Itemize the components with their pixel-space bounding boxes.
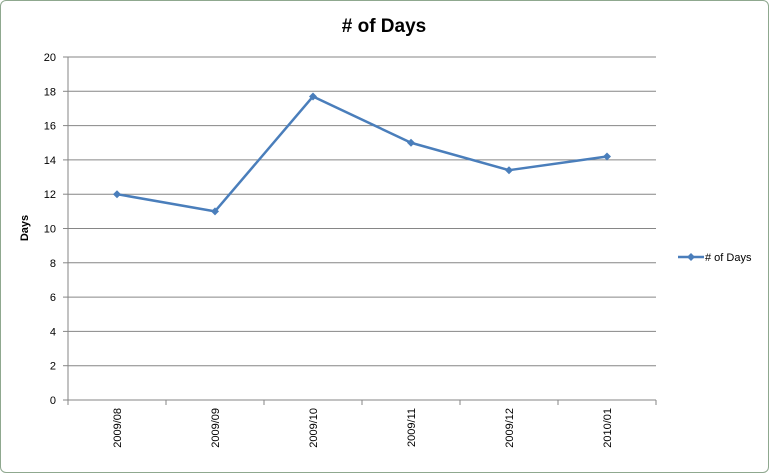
legend: # of Days bbox=[678, 252, 752, 264]
x-tick-label: 2009/09 bbox=[210, 408, 222, 448]
legend-label: # of Days bbox=[705, 252, 752, 264]
chart-title: # of Days bbox=[342, 16, 426, 37]
data-point bbox=[309, 92, 317, 101]
data-point bbox=[603, 152, 611, 161]
x-tick-label: 2009/12 bbox=[504, 408, 516, 448]
data-point bbox=[113, 190, 121, 199]
y-tick-label: 14 bbox=[44, 155, 56, 167]
y-tick-label: 12 bbox=[44, 189, 56, 201]
gridlines bbox=[63, 56, 656, 401]
y-tick-label: 10 bbox=[44, 224, 56, 236]
y-tick-label: 20 bbox=[44, 52, 56, 64]
x-tick-label: 2010/01 bbox=[602, 408, 614, 448]
y-tick-label: 4 bbox=[50, 326, 56, 338]
y-tick-label: 0 bbox=[50, 395, 56, 407]
x-tick-label: 2009/08 bbox=[112, 408, 124, 448]
series-line bbox=[116, 95, 608, 213]
series-layer bbox=[113, 92, 611, 216]
y-axis-label: Days bbox=[19, 215, 31, 241]
y-tick-label: 8 bbox=[50, 258, 56, 270]
data-point bbox=[505, 166, 513, 175]
data-point bbox=[407, 138, 415, 147]
y-tick-labels: 0 2 4 6 8 10 12 14 16 18 20 bbox=[44, 52, 56, 407]
x-tick-labels: 2009/08 2009/09 2009/10 2009/11 2009/12 2010/… bbox=[67, 400, 657, 448]
y-tick-label: 16 bbox=[44, 121, 56, 133]
x-tick-label: 2009/10 bbox=[308, 408, 320, 448]
legend-marker bbox=[687, 253, 695, 261]
data-point bbox=[211, 207, 219, 216]
y-tick-label: 6 bbox=[50, 292, 56, 304]
y-tick-label: 18 bbox=[44, 86, 56, 98]
y-tick-label: 2 bbox=[50, 361, 56, 373]
x-tick-label: 2009/11 bbox=[406, 408, 418, 447]
